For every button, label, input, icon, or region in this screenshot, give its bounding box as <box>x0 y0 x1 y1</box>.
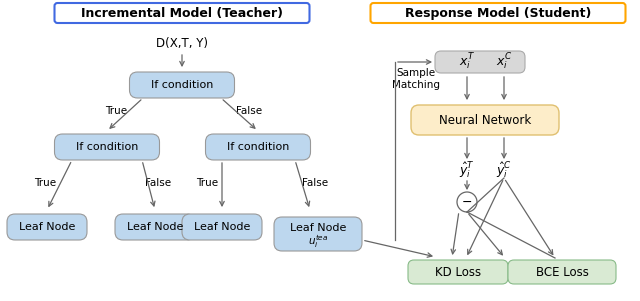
FancyBboxPatch shape <box>54 3 310 23</box>
Text: $x_i^T$: $x_i^T$ <box>459 52 475 72</box>
Text: Response Model (Student): Response Model (Student) <box>405 7 591 20</box>
FancyBboxPatch shape <box>129 72 234 98</box>
Text: Sample
Matching: Sample Matching <box>392 68 440 90</box>
Text: True: True <box>34 178 56 188</box>
Text: Neural Network: Neural Network <box>439 113 531 126</box>
FancyBboxPatch shape <box>182 214 262 240</box>
Text: True: True <box>105 106 127 116</box>
FancyBboxPatch shape <box>408 260 508 284</box>
Text: Leaf Node: Leaf Node <box>19 222 75 232</box>
FancyBboxPatch shape <box>274 217 362 251</box>
Text: BCE Loss: BCE Loss <box>536 265 588 278</box>
FancyBboxPatch shape <box>411 105 559 135</box>
Text: −: − <box>461 196 472 209</box>
Text: False: False <box>145 178 171 188</box>
Text: If condition: If condition <box>151 80 213 90</box>
FancyBboxPatch shape <box>508 260 616 284</box>
FancyBboxPatch shape <box>371 3 625 23</box>
Text: If condition: If condition <box>76 142 138 152</box>
Text: $\hat{y}_i^T$: $\hat{y}_i^T$ <box>459 160 475 180</box>
FancyBboxPatch shape <box>54 134 159 160</box>
Text: False: False <box>302 178 328 188</box>
Text: $x_i^C$: $x_i^C$ <box>496 52 512 72</box>
Text: $\hat{y}_i^C$: $\hat{y}_i^C$ <box>496 160 512 180</box>
FancyBboxPatch shape <box>115 214 195 240</box>
FancyBboxPatch shape <box>435 51 525 73</box>
Text: $u_i^{tea}$: $u_i^{tea}$ <box>308 234 328 250</box>
Text: Incremental Model (Teacher): Incremental Model (Teacher) <box>81 7 283 20</box>
Text: False: False <box>236 106 262 116</box>
Text: True: True <box>196 178 218 188</box>
Text: KD Loss: KD Loss <box>435 265 481 278</box>
Text: If condition: If condition <box>227 142 289 152</box>
Text: D(X,T, Y): D(X,T, Y) <box>156 36 208 49</box>
FancyBboxPatch shape <box>7 214 87 240</box>
FancyBboxPatch shape <box>205 134 310 160</box>
Text: Leaf Node: Leaf Node <box>290 223 346 233</box>
Text: Leaf Node: Leaf Node <box>194 222 250 232</box>
Text: Leaf Node: Leaf Node <box>127 222 183 232</box>
